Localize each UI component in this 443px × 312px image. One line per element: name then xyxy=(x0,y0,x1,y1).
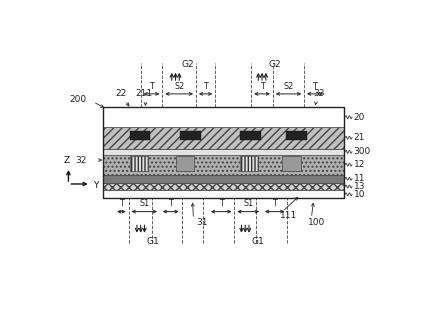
Bar xyxy=(130,131,150,140)
Text: S2: S2 xyxy=(284,81,294,90)
Text: 20: 20 xyxy=(354,113,365,122)
Text: G2: G2 xyxy=(268,60,281,69)
Text: G1: G1 xyxy=(252,237,264,246)
Text: S1: S1 xyxy=(139,199,149,208)
Text: G2: G2 xyxy=(182,60,194,69)
Text: 33: 33 xyxy=(313,89,324,98)
Text: 32: 32 xyxy=(75,156,86,164)
Text: 12: 12 xyxy=(354,160,365,169)
Text: T: T xyxy=(168,199,173,208)
Bar xyxy=(241,156,258,172)
Bar xyxy=(103,190,344,198)
Bar xyxy=(180,131,201,140)
Text: 111: 111 xyxy=(280,211,297,220)
Bar xyxy=(286,131,307,140)
Text: S1: S1 xyxy=(243,199,253,208)
Text: 11: 11 xyxy=(354,174,365,183)
Bar xyxy=(283,156,300,172)
Text: 100: 100 xyxy=(308,218,325,227)
Text: S2: S2 xyxy=(174,81,184,90)
Text: T: T xyxy=(313,81,317,90)
Text: Y: Y xyxy=(93,181,98,190)
Text: T: T xyxy=(260,81,264,90)
Text: 21: 21 xyxy=(354,133,365,142)
Bar xyxy=(103,183,344,190)
Bar xyxy=(241,131,261,140)
Bar xyxy=(103,127,344,149)
Text: 10: 10 xyxy=(354,190,365,199)
Bar xyxy=(103,175,344,183)
Bar xyxy=(103,107,344,198)
Text: T: T xyxy=(149,81,154,90)
Bar xyxy=(103,149,344,154)
Text: 200: 200 xyxy=(69,95,86,105)
Text: 13: 13 xyxy=(354,182,365,191)
Text: 31: 31 xyxy=(196,218,207,227)
Text: Z: Z xyxy=(64,157,70,165)
Text: T: T xyxy=(119,199,124,208)
Text: 211: 211 xyxy=(136,89,153,98)
Text: 22: 22 xyxy=(116,89,127,98)
Bar xyxy=(103,107,344,127)
Text: T: T xyxy=(203,81,208,90)
Text: T: T xyxy=(272,199,277,208)
Bar xyxy=(103,154,344,175)
Bar xyxy=(130,156,148,172)
Bar xyxy=(175,156,194,172)
Text: T: T xyxy=(219,199,224,208)
Text: 300: 300 xyxy=(354,147,371,156)
Text: G1: G1 xyxy=(147,237,159,246)
